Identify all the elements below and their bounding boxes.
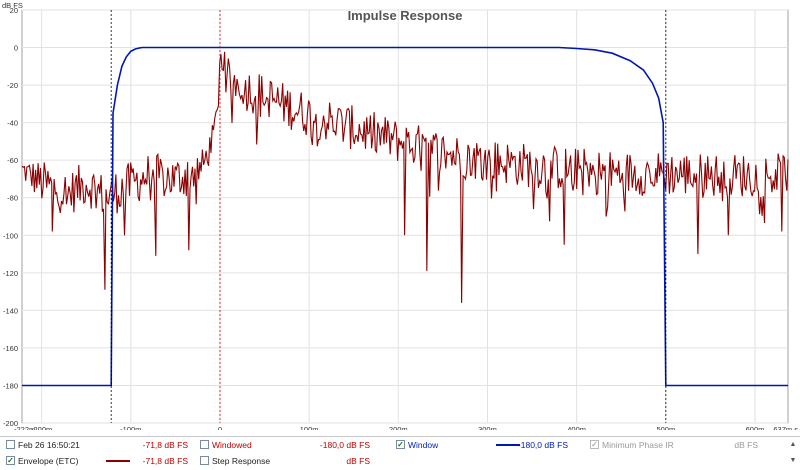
legend-value-feb26: -71,8 dB FS (142, 440, 188, 450)
legend-label-feb26: Feb 26 16:50:21 (18, 440, 80, 450)
x-tick-label: 100m (300, 425, 319, 430)
chart-svg[interactable]: 200-20-40-60-80-100-120-140-160-180-200-… (0, 0, 800, 430)
window-series (22, 46, 788, 387)
y-tick-label: -60 (7, 156, 18, 165)
y-tick-label: 20 (10, 6, 18, 15)
legend-value-envelope: -71,8 dB FS (142, 456, 188, 466)
legend-row: ✓ Envelope (ETC) -71,8 dB FS Step Respon… (0, 454, 800, 470)
chart-title: Impulse Response (348, 8, 463, 23)
y-tick-label: 0 (14, 44, 18, 53)
x-tick-label: 500m (656, 425, 675, 430)
legend-checkbox-feb26[interactable] (6, 440, 15, 449)
legend-value-minimum-phase: dB FS (734, 440, 758, 450)
legend-row: Feb 26 16:50:21 -71,8 dB FS Windowed -18… (0, 438, 800, 454)
x-tick-label: 637m s (773, 425, 798, 430)
legend-label-minimum-phase: Minimum Phase IR (602, 440, 674, 450)
legend-checkbox-envelope[interactable]: ✓ (6, 456, 15, 465)
legend-label-windowed: Windowed (212, 440, 252, 450)
legend-checkbox-windowed[interactable] (200, 440, 209, 449)
legend-scroll-down-icon[interactable]: ▼ (789, 457, 797, 464)
legend-value-window: -180,0 dB FS (517, 440, 568, 450)
x-tick-label: -200m (31, 425, 52, 430)
x-tick-label: -222m (14, 425, 35, 430)
legend-swatch-envelope (106, 460, 130, 462)
legend-panel: Feb 26 16:50:21 -71,8 dB FS Windowed -18… (0, 436, 800, 470)
legend-label-window: Window (408, 440, 439, 450)
y-tick-label: -200 (3, 419, 18, 428)
y-tick-label: -180 (3, 381, 18, 390)
legend-label-step-response: Step Response (212, 456, 271, 466)
y-tick-label: -100 (3, 231, 18, 240)
legend-checkbox-step-response[interactable] (200, 456, 209, 465)
y-tick-label: -160 (3, 344, 18, 353)
y-tick-label: -80 (7, 194, 18, 203)
impulse-response-chart[interactable]: 20 0 -20 -40 -60 -80 -100 -120 -140 -160 -180 -200-… (0, 0, 800, 430)
y-tick-label: -20 (7, 81, 18, 90)
envelope-etc-series (21, 51, 789, 303)
y-tick-label: -40 (7, 119, 18, 128)
legend-value-step-response: dB FS (346, 456, 370, 466)
x-tick-label: 400m (567, 425, 586, 430)
x-tick-label: 300m (478, 425, 497, 430)
x-tick-label: 600m (746, 425, 765, 430)
legend-label-envelope: Envelope (ETC) (18, 456, 79, 466)
legend-checkbox-window[interactable]: ✓ (396, 440, 405, 449)
x-tick-label: -100m (120, 425, 141, 430)
y-axis-label: dB FS (2, 1, 23, 10)
legend-value-windowed: -180,0 dB FS (319, 440, 370, 450)
y-tick-label: -140 (3, 306, 18, 315)
legend-checkbox-minimum-phase[interactable]: ✓ (590, 440, 599, 449)
y-tick-label: -120 (3, 269, 18, 278)
x-tick-label: 0 (218, 425, 222, 430)
x-tick-label: 200m (389, 425, 408, 430)
legend-swatch-window (496, 444, 520, 446)
legend-scroll-up-icon[interactable]: ▲ (789, 441, 797, 448)
